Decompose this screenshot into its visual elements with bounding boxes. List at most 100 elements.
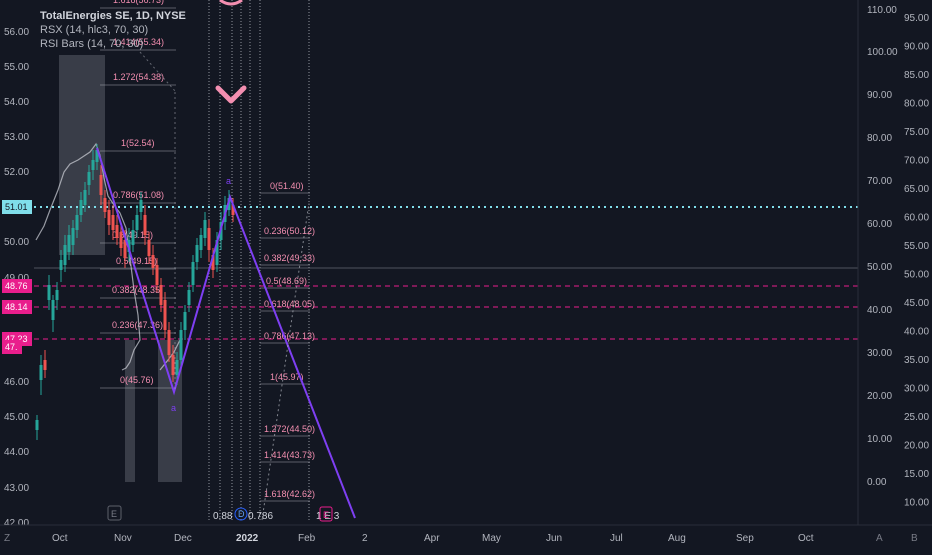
candle-body: [95, 150, 99, 162]
price-candle: [139, 192, 143, 220]
rsx-line: [159, 339, 181, 371]
candle-body: [83, 190, 87, 205]
price-candle: [135, 205, 139, 238]
price-badge-bg: [2, 300, 32, 314]
price-candle: [51, 295, 55, 332]
price-candle: [163, 292, 167, 338]
price-candle: [199, 228, 203, 258]
time-axis-label: Jul: [610, 533, 623, 544]
price-badge-label: 48.14: [5, 302, 28, 312]
candle-body: [215, 240, 219, 265]
candle-body: [151, 255, 155, 268]
rsi-axis-tick: 30.00: [904, 384, 929, 395]
rsi-axis-tick: 55.00: [904, 241, 929, 252]
time-axis-label: Nov: [114, 533, 132, 544]
rsx-axis-tick: 70.00: [867, 176, 892, 187]
fib-level-label: 1.414(43.73): [264, 450, 315, 460]
symbol-title[interactable]: TotalEnergies SE, 1D, NYSE: [40, 10, 186, 22]
candle-body: [43, 360, 47, 370]
time-axis-label: Aug: [668, 533, 686, 544]
rsi-axis-tick: 35.00: [904, 355, 929, 366]
projection-line: [139, 51, 177, 93]
time-axis-label: Oct: [52, 533, 68, 544]
wave-line[interactable]: [96, 147, 356, 519]
scale-button[interactable]: B: [911, 533, 918, 544]
log-scale-button[interactable]: A: [876, 533, 883, 544]
candle-body: [195, 245, 199, 262]
price-badge-48-14[interactable]: 48.14: [2, 300, 32, 314]
candle-body: [79, 200, 83, 215]
candle-body: [103, 198, 107, 212]
rsi-axis-tick: 60.00: [904, 213, 929, 224]
rsi-zone-shade: [125, 340, 135, 482]
indicator-rsi-bars-label[interactable]: RSI Bars (14, 70, 30): [40, 38, 144, 50]
fib-level-label: 0.5(49.15): [116, 256, 157, 266]
rsi-axis-tick: 80.00: [904, 99, 929, 110]
price-badge-47-[interactable]: 47.: [2, 340, 22, 354]
price-candle: [91, 150, 95, 180]
time-marker-label-mid: 0.786: [248, 511, 273, 522]
price-badge-48-76[interactable]: 48.76: [2, 279, 32, 293]
earnings-event-marker[interactable]: E: [319, 506, 333, 522]
axis-panel: [858, 0, 932, 525]
candle-body: [231, 205, 235, 215]
dividend-event-marker[interactable]: D: [234, 507, 248, 521]
price-axis-tick: 49.00: [4, 273, 29, 284]
price-candle: [143, 205, 147, 245]
rsx-axis-tick: 30.00: [867, 348, 892, 359]
price-candle: [55, 282, 59, 310]
candle-body: [131, 230, 135, 245]
price-candle: [183, 305, 187, 340]
candle-body: [183, 312, 187, 330]
price-badge-label: 48.76: [5, 281, 28, 291]
price-candle: [103, 190, 107, 218]
rsi-axis-tick: 85.00: [904, 70, 929, 81]
rsi-axis-tick: 15.00: [904, 469, 929, 480]
candle-body: [147, 240, 151, 256]
price-badge-label: 47.23: [5, 334, 28, 344]
indicator-rsx-label[interactable]: RSX (14, hlc3, 70, 30): [40, 24, 149, 36]
candle-body: [139, 200, 143, 212]
candle-body: [107, 210, 111, 225]
price-candle: [83, 182, 87, 212]
rsi-axis-tick: 25.00: [904, 412, 929, 423]
rsx-axis-tick: 100.00: [867, 47, 898, 58]
fib-level-label: 1.272(44.50): [264, 424, 315, 434]
rsi-axis-tick: 50.00: [904, 270, 929, 281]
price-axis-tick: 44.00: [4, 447, 29, 458]
candle-body: [155, 265, 159, 285]
rsx-axis-tick: 110.00: [867, 5, 897, 16]
fib-level-label: 1(52.54): [121, 138, 155, 148]
rsi-axis-tick: 70.00: [904, 156, 929, 167]
price-axis-tick: 46.00: [4, 377, 29, 388]
price-badge-label: 51.01: [5, 202, 28, 212]
time-axis-label: Feb: [298, 533, 316, 544]
price-badge-51-01[interactable]: 51.01: [2, 200, 32, 214]
time-axis-label: Dec: [174, 533, 192, 544]
price-candle: [59, 250, 63, 282]
fib-level-label: 0(45.76): [120, 375, 154, 385]
time-axis-label: 2: [362, 533, 368, 544]
price-candle: [39, 355, 43, 395]
price-axis-tick: 43.00: [4, 483, 29, 494]
price-candle: [167, 322, 171, 362]
candle-body: [203, 220, 207, 238]
price-candle: [107, 200, 111, 235]
price-candle: [75, 208, 79, 238]
price-candle: [87, 165, 91, 195]
candle-body: [159, 285, 163, 305]
candle-body: [59, 260, 63, 270]
down-signal-marker: [215, 85, 247, 104]
candle-body: [211, 255, 215, 270]
price-candle: [127, 228, 131, 262]
svg-text:E: E: [323, 510, 329, 520]
time-marker-label-left: 0.88: [213, 511, 233, 522]
rsx-axis-tick: 0.00: [867, 477, 887, 488]
zoom-toggle-button[interactable]: Z: [4, 533, 10, 544]
wave-point-marker: a: [171, 403, 176, 413]
candle-body: [51, 300, 55, 320]
earnings-event-marker[interactable]: E: [107, 505, 122, 521]
candle-body: [119, 232, 123, 248]
fib-level-label: 0.618(48.05): [264, 299, 315, 309]
